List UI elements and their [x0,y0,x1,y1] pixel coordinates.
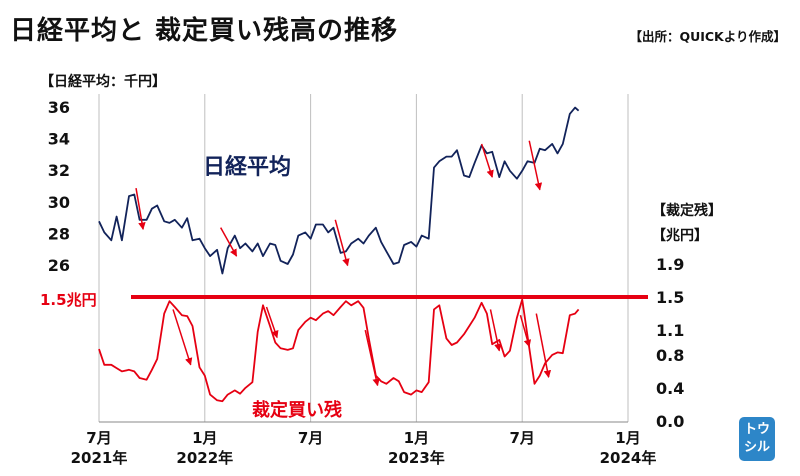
x-tick-3: 1月 [404,429,429,447]
arbitrage-series-label: 裁定買い残 [252,399,342,421]
trend-arrow-1 [220,227,238,257]
right-tick-0.8: 0.8 [656,346,684,365]
axis-ticks: 26 28 30 32 34 36 0.0 0.4 0.8 1.1 1.5 1.9 7月 2021年 1月 2… [48,98,685,467]
trend-arrow-8 [489,309,502,352]
nikkei-series-label: 日経平均 [203,154,291,180]
trend-arrow-3 [480,143,494,178]
right-tick-1.1: 1.1 [656,321,684,340]
trend-arrow-10 [535,313,552,378]
trend-arrow-6 [265,306,279,339]
right-axis-label-1: 【裁定残】 [652,202,722,219]
left-axis-label: 【日経平均：千円】 [40,73,166,90]
arbitrage-line [98,298,580,403]
x-tick-1: 1月 [192,429,217,447]
left-tick-32: 32 [48,161,70,180]
trend-arrows [135,140,552,387]
right-tick-1.5: 1.5 [656,288,684,307]
x-year-0: 2021年 [71,449,128,467]
left-tick-26: 26 [48,256,70,275]
x-year-3: 2023年 [388,449,445,467]
left-tick-34: 34 [48,130,70,149]
threshold-label: 1.5兆円 [40,291,97,309]
left-tick-36: 36 [48,98,70,117]
series-lines [98,106,580,403]
trend-arrow-4 [528,140,543,191]
trend-arrow-7 [364,329,380,387]
x-year-5: 2024年 [600,449,657,467]
toushiru-logo: トウ シル [739,417,775,461]
chart-title: 日経平均と 裁定買い残高の推移 [10,16,399,46]
nikkei-line [98,106,580,275]
x-tick-2: 7月 [298,429,323,447]
right-tick-0.4: 0.4 [656,379,684,398]
right-axis-label-2: 【兆円】 [652,228,708,244]
grid [98,94,629,423]
right-tick-1.9: 1.9 [656,255,684,274]
trend-arrow-0 [135,188,146,230]
source-note: 【出所：QUICKより作成】 [629,29,786,44]
trend-arrow-9 [519,315,532,348]
left-tick-28: 28 [48,224,70,243]
x-tick-5: 1月 [615,429,640,447]
trend-arrow-2 [334,219,350,267]
trend-arrow-5 [172,309,193,366]
x-year-1: 2022年 [176,449,233,467]
x-tick-4: 7月 [509,429,534,447]
x-tick-0: 7月 [86,429,111,447]
right-tick-0.0: 0.0 [656,412,684,431]
left-tick-30: 30 [48,193,70,212]
